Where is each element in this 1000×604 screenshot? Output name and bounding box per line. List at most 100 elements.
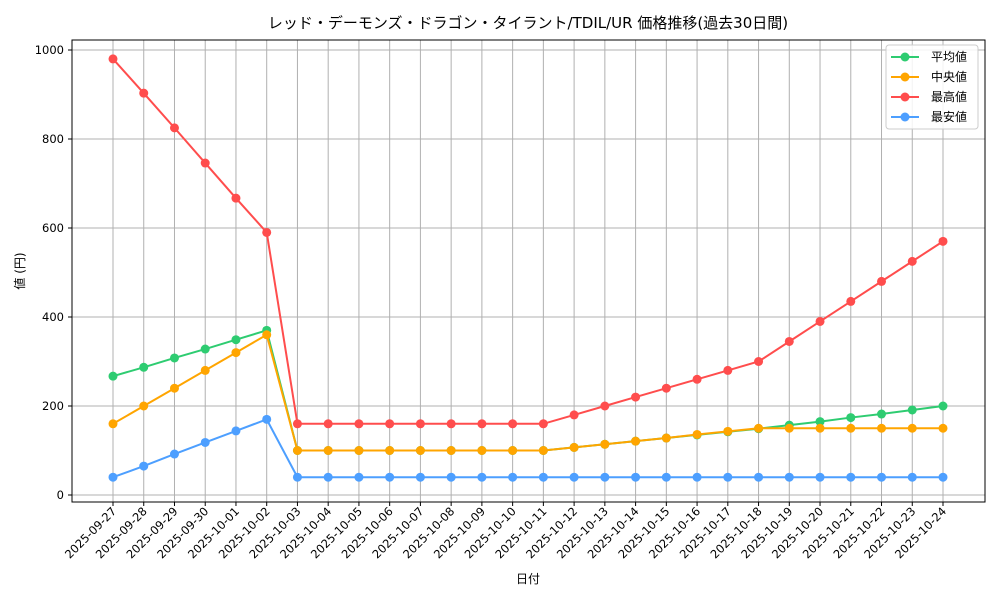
data-point <box>538 419 548 429</box>
data-point <box>846 296 856 306</box>
data-point <box>907 256 917 266</box>
data-point <box>600 439 610 449</box>
data-point <box>538 446 548 455</box>
data-point <box>692 374 702 384</box>
y-tick-label: 400 <box>42 310 64 324</box>
data-point <box>938 236 948 246</box>
data-point <box>784 423 794 433</box>
data-point <box>846 423 856 433</box>
data-point <box>385 446 395 455</box>
data-point <box>169 383 179 393</box>
data-point <box>415 419 425 429</box>
data-point <box>508 472 518 482</box>
data-point <box>907 405 917 415</box>
data-point <box>323 446 333 455</box>
data-point <box>938 401 948 411</box>
data-point <box>262 227 272 237</box>
data-point <box>446 419 456 429</box>
data-point <box>938 423 948 433</box>
data-point <box>846 472 856 482</box>
data-point <box>723 426 733 436</box>
data-point <box>139 362 149 372</box>
data-point <box>415 446 425 455</box>
legend-entry: 最高値 <box>891 89 967 104</box>
data-point <box>754 472 764 482</box>
data-point <box>323 472 333 482</box>
data-point <box>292 472 302 482</box>
data-point <box>231 335 241 345</box>
grid <box>72 40 985 502</box>
data-point <box>108 472 118 482</box>
data-point <box>139 88 149 98</box>
data-point <box>938 472 948 482</box>
data-point <box>631 472 641 482</box>
data-point <box>631 392 641 402</box>
data-point <box>231 348 241 358</box>
data-point <box>692 429 702 439</box>
y-tick-label: 800 <box>42 132 64 146</box>
legend-marker <box>900 52 910 62</box>
series-line <box>112 418 943 479</box>
legend-entry: 中央値 <box>891 69 967 84</box>
legend-marker <box>900 92 910 102</box>
data-point <box>108 54 118 64</box>
data-point <box>415 472 425 482</box>
data-point <box>477 446 487 455</box>
data-point <box>354 446 364 455</box>
data-point <box>200 437 210 447</box>
series-最安値 <box>108 414 948 482</box>
data-point <box>200 158 210 168</box>
data-point <box>723 472 733 482</box>
data-point <box>262 414 272 424</box>
data-point <box>723 365 733 375</box>
data-point <box>262 330 272 340</box>
data-point <box>815 423 825 433</box>
data-point <box>169 353 179 363</box>
data-point <box>139 401 149 411</box>
data-point <box>784 336 794 346</box>
data-point <box>661 433 671 443</box>
data-point <box>846 413 856 423</box>
data-point <box>661 383 671 393</box>
data-point <box>508 446 518 455</box>
series-layer <box>108 54 948 482</box>
data-point <box>600 472 610 482</box>
data-point <box>169 123 179 133</box>
data-point <box>784 472 794 482</box>
data-point <box>354 472 364 482</box>
data-point <box>569 472 579 482</box>
y-axis: 0 200 400 600 800 1000 <box>35 43 72 502</box>
data-point <box>877 423 887 433</box>
data-point <box>169 449 179 459</box>
data-point <box>631 436 641 446</box>
data-point <box>538 472 548 482</box>
data-point <box>108 371 118 381</box>
series-中央値 <box>108 330 948 455</box>
x-axis: 2025-09-272025-09-282025-09-292025-09-30… <box>62 502 949 561</box>
data-point <box>661 472 671 482</box>
data-point <box>231 426 241 436</box>
y-tick-label: 600 <box>42 221 64 235</box>
data-point <box>139 461 149 471</box>
data-point <box>815 417 825 427</box>
data-point <box>569 410 579 420</box>
chart-title: レッド・デーモンズ・ドラゴン・タイラント/TDIL/UR 価格推移(過去30日間… <box>268 14 788 32</box>
data-point <box>108 419 118 429</box>
data-point <box>877 409 887 419</box>
series-line <box>112 58 944 425</box>
data-point <box>569 442 579 452</box>
data-point <box>815 316 825 326</box>
data-point <box>200 344 210 354</box>
x-axis-label: 日付 <box>516 572 540 586</box>
data-point <box>907 472 917 482</box>
data-point <box>477 419 487 429</box>
y-axis-label: 値 (円) <box>12 252 27 289</box>
legend-marker <box>900 112 910 122</box>
data-point <box>323 419 333 429</box>
series-最高値 <box>108 54 948 429</box>
y-tick-label: 200 <box>42 399 64 413</box>
data-point <box>508 419 518 429</box>
data-point <box>385 472 395 482</box>
